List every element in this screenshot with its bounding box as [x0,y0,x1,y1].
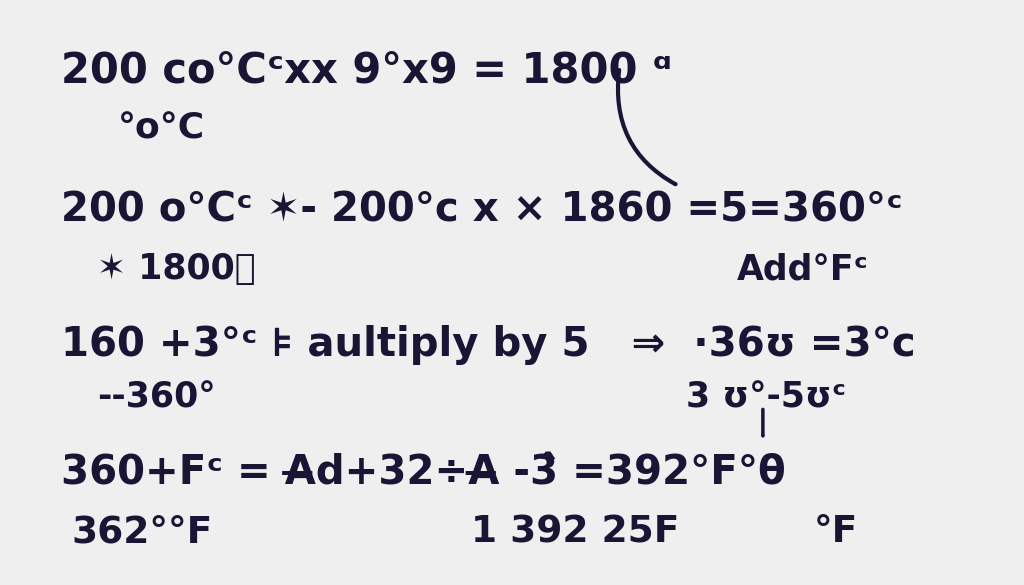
Text: °F: °F [814,514,858,550]
Text: 360+Fᶜ = A̶̶d+32÷A̶̶̶ -3̂̂ =392°F°θ: 360+Fᶜ = A̶̶d+32÷A̶̶̶ -3̂̂ =392°F°θ [61,454,786,494]
Text: Add°Fᶜ: Add°Fᶜ [737,252,869,286]
Text: --360°: --360° [97,381,216,415]
Text: 200 co°Cᶜxx 9°x9 = 1800 ᵅ: 200 co°Cᶜxx 9°x9 = 1800 ᵅ [61,49,673,91]
Text: 3 ʊ°-5ʊᶜ: 3 ʊ°-5ʊᶜ [686,381,846,415]
Text: °o°C: °o°C [118,112,205,146]
Text: ✶ 1800❓: ✶ 1800❓ [97,252,256,286]
FancyArrowPatch shape [617,70,676,184]
Text: 200 o°Cᶜ ✶- 200°c x × 1860 =5=360°ᶜ: 200 o°Cᶜ ✶- 200°c x × 1860 =5=360°ᶜ [61,191,903,230]
Text: 1 392 25F: 1 392 25F [471,514,679,550]
Text: 362°°F: 362°°F [72,514,213,550]
Text: 160 +3°ᶜ ⊧ aultiply by 5   ⇒  ·36ʊ =3°c: 160 +3°ᶜ ⊧ aultiply by 5 ⇒ ·36ʊ =3°c [61,325,916,365]
